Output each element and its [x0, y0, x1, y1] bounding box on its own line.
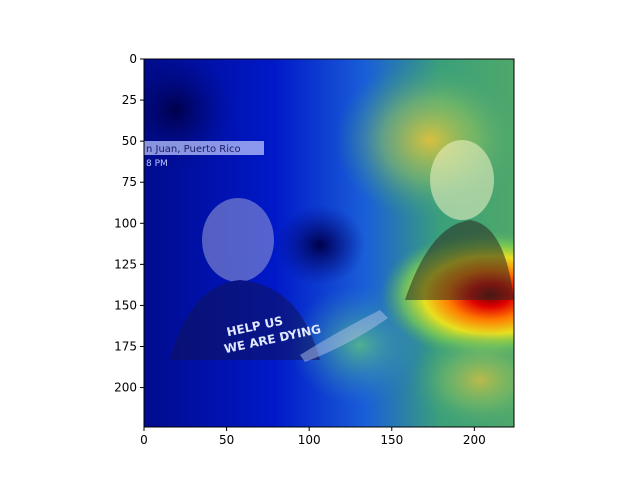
y-tick-label: 25 [122, 93, 137, 107]
man-silhouette [405, 140, 514, 300]
x-tick-label: 100 [298, 433, 321, 447]
y-tick-label: 125 [114, 257, 137, 271]
y-tick-label: 75 [122, 175, 137, 189]
caption-box [144, 141, 264, 155]
x-tick-label: 200 [463, 433, 486, 447]
woman-silhouette [170, 198, 320, 360]
y-tick-label: 150 [114, 298, 137, 312]
x-tick-label: 50 [219, 433, 234, 447]
x-tick-label: 0 [140, 433, 148, 447]
y-tick-label: 50 [122, 134, 137, 148]
plot-frame [143, 58, 515, 428]
y-tick-label: 200 [114, 381, 137, 395]
x-axis: 0 50 100 150 200 [140, 427, 486, 447]
y-axis: 0 25 50 75 100 125 150 175 200 [114, 52, 144, 395]
y-tick-label: 100 [114, 216, 137, 230]
y-tick-label: 175 [114, 340, 137, 354]
heatmap-image: n Juan, Puerto Rico 8 PM HELP US WE ARE … [144, 59, 514, 427]
caption-line1: n Juan, Puerto Rico [146, 144, 241, 155]
y-tick-label: 0 [129, 52, 137, 66]
x-tick-label: 150 [380, 433, 403, 447]
arm-silhouette [300, 310, 388, 362]
caption-line2: 8 PM [146, 159, 168, 169]
